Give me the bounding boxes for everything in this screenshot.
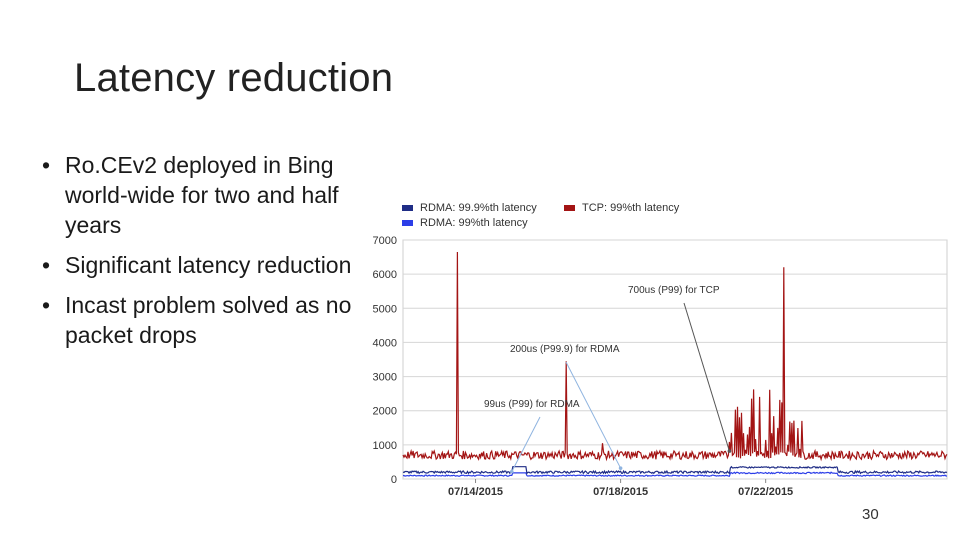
- legend-swatch: [402, 220, 413, 226]
- y-tick-label: 3000: [373, 372, 397, 384]
- annotation-arrowhead: [727, 449, 732, 453]
- series-line: [402, 465, 948, 475]
- annotation-arrow: [511, 416, 541, 472]
- annotation-label: 200us (P99.9) for RDMA: [510, 344, 620, 355]
- legend-swatch: [402, 205, 413, 211]
- bullet-text: Ro.CEv2 deployed in Bing world-wide for …: [65, 152, 339, 238]
- x-tick-label: 07/18/2015: [593, 486, 648, 498]
- bullet-dot: •: [42, 292, 51, 318]
- annotation-label: 99us (P99) for RDMA: [484, 399, 580, 410]
- bullet-text: Incast problem solved as no packet drops: [65, 292, 352, 348]
- legend-label: TCP: 99%th latency: [582, 202, 680, 214]
- bullet-item: • Significant latency reduction: [42, 250, 362, 280]
- bullet-item: • Incast problem solved as no packet drop…: [42, 290, 362, 350]
- series-line: [402, 471, 947, 477]
- x-axis: 07/14/2015 07/18/2015 07/22/2015: [448, 479, 793, 498]
- chart-annotations: 700us (P99) for TCP 200us (P99.9) for RDM…: [484, 285, 732, 474]
- chart-series: [402, 251, 948, 477]
- bullet-item: • Ro.CEv2 deployed in Bing world-wide for…: [42, 150, 362, 240]
- y-tick-label: 5000: [373, 303, 397, 315]
- annotation-arrowhead: [618, 466, 623, 470]
- x-tick-label: 07/22/2015: [738, 486, 793, 498]
- bullet-dot: •: [42, 252, 51, 278]
- annotation-arrowhead: [510, 469, 514, 474]
- chart-grid: [402, 239, 948, 480]
- annotation-arrow: [683, 302, 730, 452]
- plot-border: [402, 239, 948, 480]
- y-tick-label: 1000: [373, 440, 397, 452]
- y-axis: 0 1000 2000 3000 4000 5000 6000 7000: [373, 235, 397, 486]
- annotation-arrow: [565, 361, 622, 469]
- y-tick-label: 0: [391, 474, 397, 486]
- page-number: 30: [862, 506, 879, 523]
- y-tick-label: 2000: [373, 406, 397, 418]
- y-tick-label: 6000: [373, 269, 397, 281]
- x-tick-label: 07/14/2015: [448, 486, 503, 498]
- legend-label: RDMA: 99%th latency: [420, 217, 528, 229]
- chart-legend: RDMA: 99.9%th latency RDMA: 99%th latency…: [402, 202, 680, 229]
- y-tick-label: 4000: [373, 337, 397, 349]
- slide-title: Latency reduction: [74, 56, 394, 100]
- bullet-text: Significant latency reduction: [65, 252, 352, 278]
- legend-label: RDMA: 99.9%th latency: [420, 202, 537, 214]
- series-line: [402, 251, 948, 462]
- y-tick-label: 7000: [373, 235, 397, 247]
- legend-swatch: [564, 205, 575, 211]
- bullet-list: • Ro.CEv2 deployed in Bing world-wide for…: [42, 150, 362, 360]
- annotation-label: 700us (P99) for TCP: [628, 285, 720, 296]
- bullet-dot: •: [42, 152, 51, 178]
- latency-chart: RDMA: 99.9%th latency RDMA: 99%th latency…: [373, 202, 948, 498]
